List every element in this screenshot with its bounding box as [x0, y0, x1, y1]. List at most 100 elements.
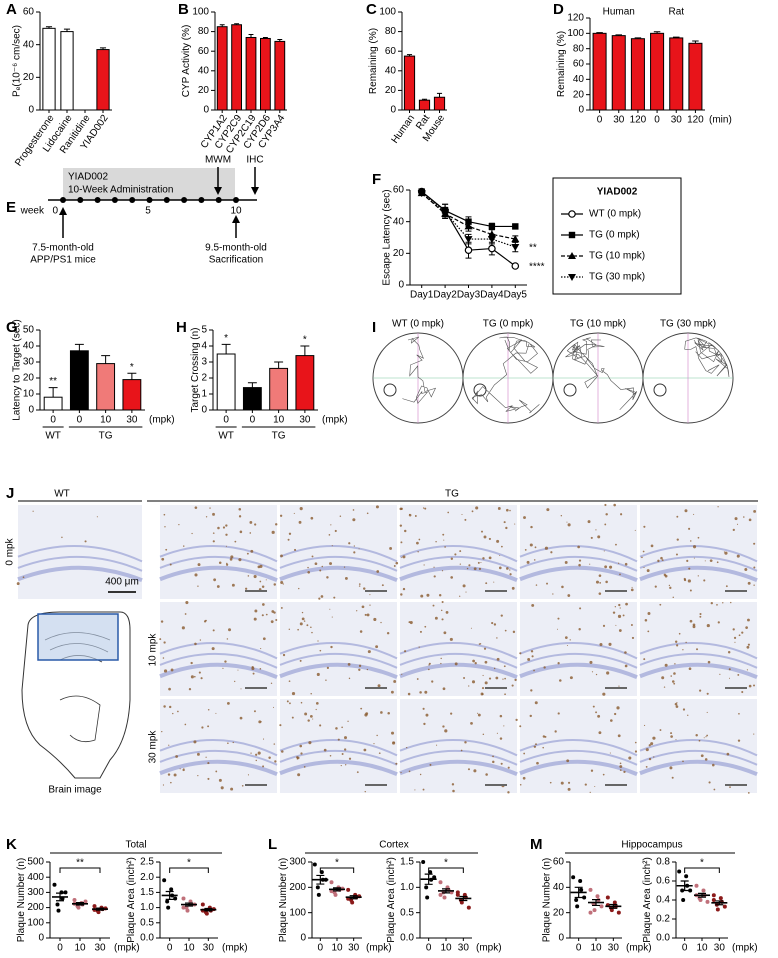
plaque [478, 643, 481, 645]
plaque [670, 735, 673, 738]
plaque [734, 641, 736, 643]
swim-path [402, 336, 437, 405]
error-bar [127, 372, 137, 380]
plaque [523, 516, 526, 519]
bar [650, 32, 665, 111]
data-point [52, 882, 57, 887]
plaque [496, 657, 500, 661]
plaque [319, 569, 322, 572]
significance: * [130, 362, 134, 373]
plaque [643, 566, 645, 569]
plaque [197, 563, 201, 567]
error-bar [63, 28, 71, 32]
plaque [561, 585, 564, 589]
plaque [519, 783, 522, 786]
plaque [300, 752, 303, 755]
plaque [416, 541, 419, 545]
plaque [648, 744, 651, 747]
plaque [484, 681, 488, 685]
plaque [364, 613, 367, 616]
plaque [703, 737, 705, 739]
plaque [164, 526, 166, 528]
y-tick-label: 20 [553, 907, 565, 918]
plaque [602, 692, 606, 696]
plaque [643, 525, 646, 528]
plaque [307, 566, 309, 569]
sem-bar [349, 895, 358, 900]
plaque [431, 680, 434, 683]
bar [669, 37, 684, 111]
hippocampal-layer [159, 652, 278, 669]
plaque [556, 628, 558, 630]
x-tick-label: 0 [50, 415, 56, 426]
plaque [473, 769, 477, 773]
plaque [595, 529, 597, 531]
y-axis-label: Target Crossing (n) [190, 327, 201, 412]
plaque [473, 567, 477, 571]
plaque [543, 666, 546, 669]
plaque [331, 545, 333, 547]
plaque [653, 756, 655, 758]
plaque [424, 690, 428, 694]
x-tick-label: 10 [696, 943, 708, 954]
plaque [358, 668, 361, 671]
plaque [741, 691, 744, 694]
plaque [690, 540, 692, 542]
plaque [402, 587, 406, 591]
plaque [488, 677, 492, 680]
panel-letter: F [372, 171, 381, 188]
y-tick-label: 40 [23, 39, 35, 50]
plaque [650, 544, 654, 548]
data-point [688, 888, 693, 893]
plaque [361, 605, 365, 609]
plaque [259, 667, 262, 670]
plaque [172, 712, 174, 715]
y-tick-label: 100 [379, 7, 396, 18]
plaque [482, 674, 484, 677]
plaque [688, 527, 691, 530]
data-point [55, 902, 60, 907]
plaque [462, 584, 466, 588]
plaque [373, 617, 377, 622]
plaque [592, 705, 595, 708]
plaque [229, 558, 233, 561]
x-unit: (min) [709, 115, 732, 126]
y-tick-label: 1.5 [140, 887, 154, 898]
week-dots [60, 197, 239, 203]
plaque [259, 580, 262, 583]
plaque [282, 583, 284, 585]
plaque [422, 507, 425, 509]
start-label: APP/PS1 mice [30, 255, 96, 266]
plaque [746, 669, 748, 671]
x-tick-label: 0 [597, 115, 603, 126]
plaque [468, 685, 470, 687]
plaque [488, 556, 492, 560]
plaque [514, 678, 517, 682]
x-tick-label: 10 [440, 943, 452, 954]
plaque [247, 774, 250, 776]
plaque [710, 601, 713, 605]
data-point [432, 875, 437, 880]
plaque [471, 510, 474, 513]
plaque [512, 630, 516, 634]
plaque [207, 725, 210, 728]
plaque [274, 760, 277, 763]
hippocampal-layer [17, 565, 143, 583]
plaque [533, 745, 537, 748]
hippocampal-layer [279, 759, 398, 777]
plaque [228, 628, 232, 632]
plaque [450, 576, 454, 579]
micrograph [520, 505, 637, 599]
plaque [584, 783, 587, 786]
timeline: E YIAD002 10-Week Administration week 0 … [6, 155, 267, 266]
hippocampal-layer [519, 555, 638, 572]
x-tick-label: 0 [318, 943, 324, 954]
y-tick-label: 50 [23, 325, 35, 336]
plaque [533, 559, 536, 561]
plaque [159, 638, 162, 641]
hippocampal-layer [279, 545, 398, 563]
plaque [320, 595, 324, 598]
plaque [753, 584, 755, 586]
data-point [599, 904, 604, 909]
plaque [429, 763, 432, 766]
